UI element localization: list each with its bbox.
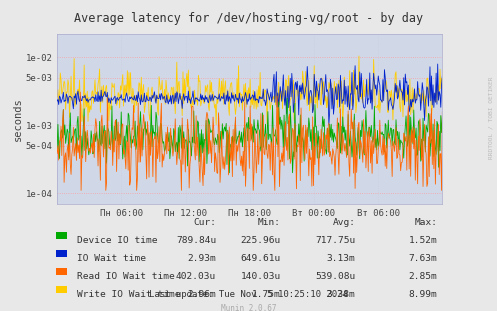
Text: Max:: Max: — [414, 218, 437, 227]
Text: Last update: Tue Nov  5 10:25:10 2024: Last update: Tue Nov 5 10:25:10 2024 — [149, 290, 348, 299]
Text: IO Wait time: IO Wait time — [77, 254, 146, 263]
Text: 2.93m: 2.93m — [187, 254, 216, 263]
Text: 3.38m: 3.38m — [327, 290, 355, 299]
Text: Munin 2.0.67: Munin 2.0.67 — [221, 304, 276, 311]
Text: 225.96u: 225.96u — [241, 236, 281, 245]
Text: 789.84u: 789.84u — [176, 236, 216, 245]
Text: Average latency for /dev/hosting-vg/root - by day: Average latency for /dev/hosting-vg/root… — [74, 12, 423, 25]
Text: 2.85m: 2.85m — [409, 272, 437, 281]
Text: Avg:: Avg: — [332, 218, 355, 227]
Text: 539.08u: 539.08u — [315, 272, 355, 281]
Text: Device IO time: Device IO time — [77, 236, 158, 245]
Text: 649.61u: 649.61u — [241, 254, 281, 263]
Text: Write IO Wait time: Write IO Wait time — [77, 290, 180, 299]
Text: Read IO Wait time: Read IO Wait time — [77, 272, 175, 281]
Text: 402.03u: 402.03u — [176, 272, 216, 281]
Y-axis label: seconds: seconds — [12, 97, 23, 141]
Text: 3.13m: 3.13m — [327, 254, 355, 263]
Text: 7.63m: 7.63m — [409, 254, 437, 263]
Text: 1.52m: 1.52m — [409, 236, 437, 245]
Text: RRDTOOL / TOBI OETIKER: RRDTOOL / TOBI OETIKER — [489, 77, 494, 160]
Text: 140.03u: 140.03u — [241, 272, 281, 281]
Text: 1.75m: 1.75m — [252, 290, 281, 299]
Text: Min:: Min: — [258, 218, 281, 227]
Text: 8.99m: 8.99m — [409, 290, 437, 299]
Text: 2.96m: 2.96m — [187, 290, 216, 299]
Text: 717.75u: 717.75u — [315, 236, 355, 245]
Text: Cur:: Cur: — [193, 218, 216, 227]
